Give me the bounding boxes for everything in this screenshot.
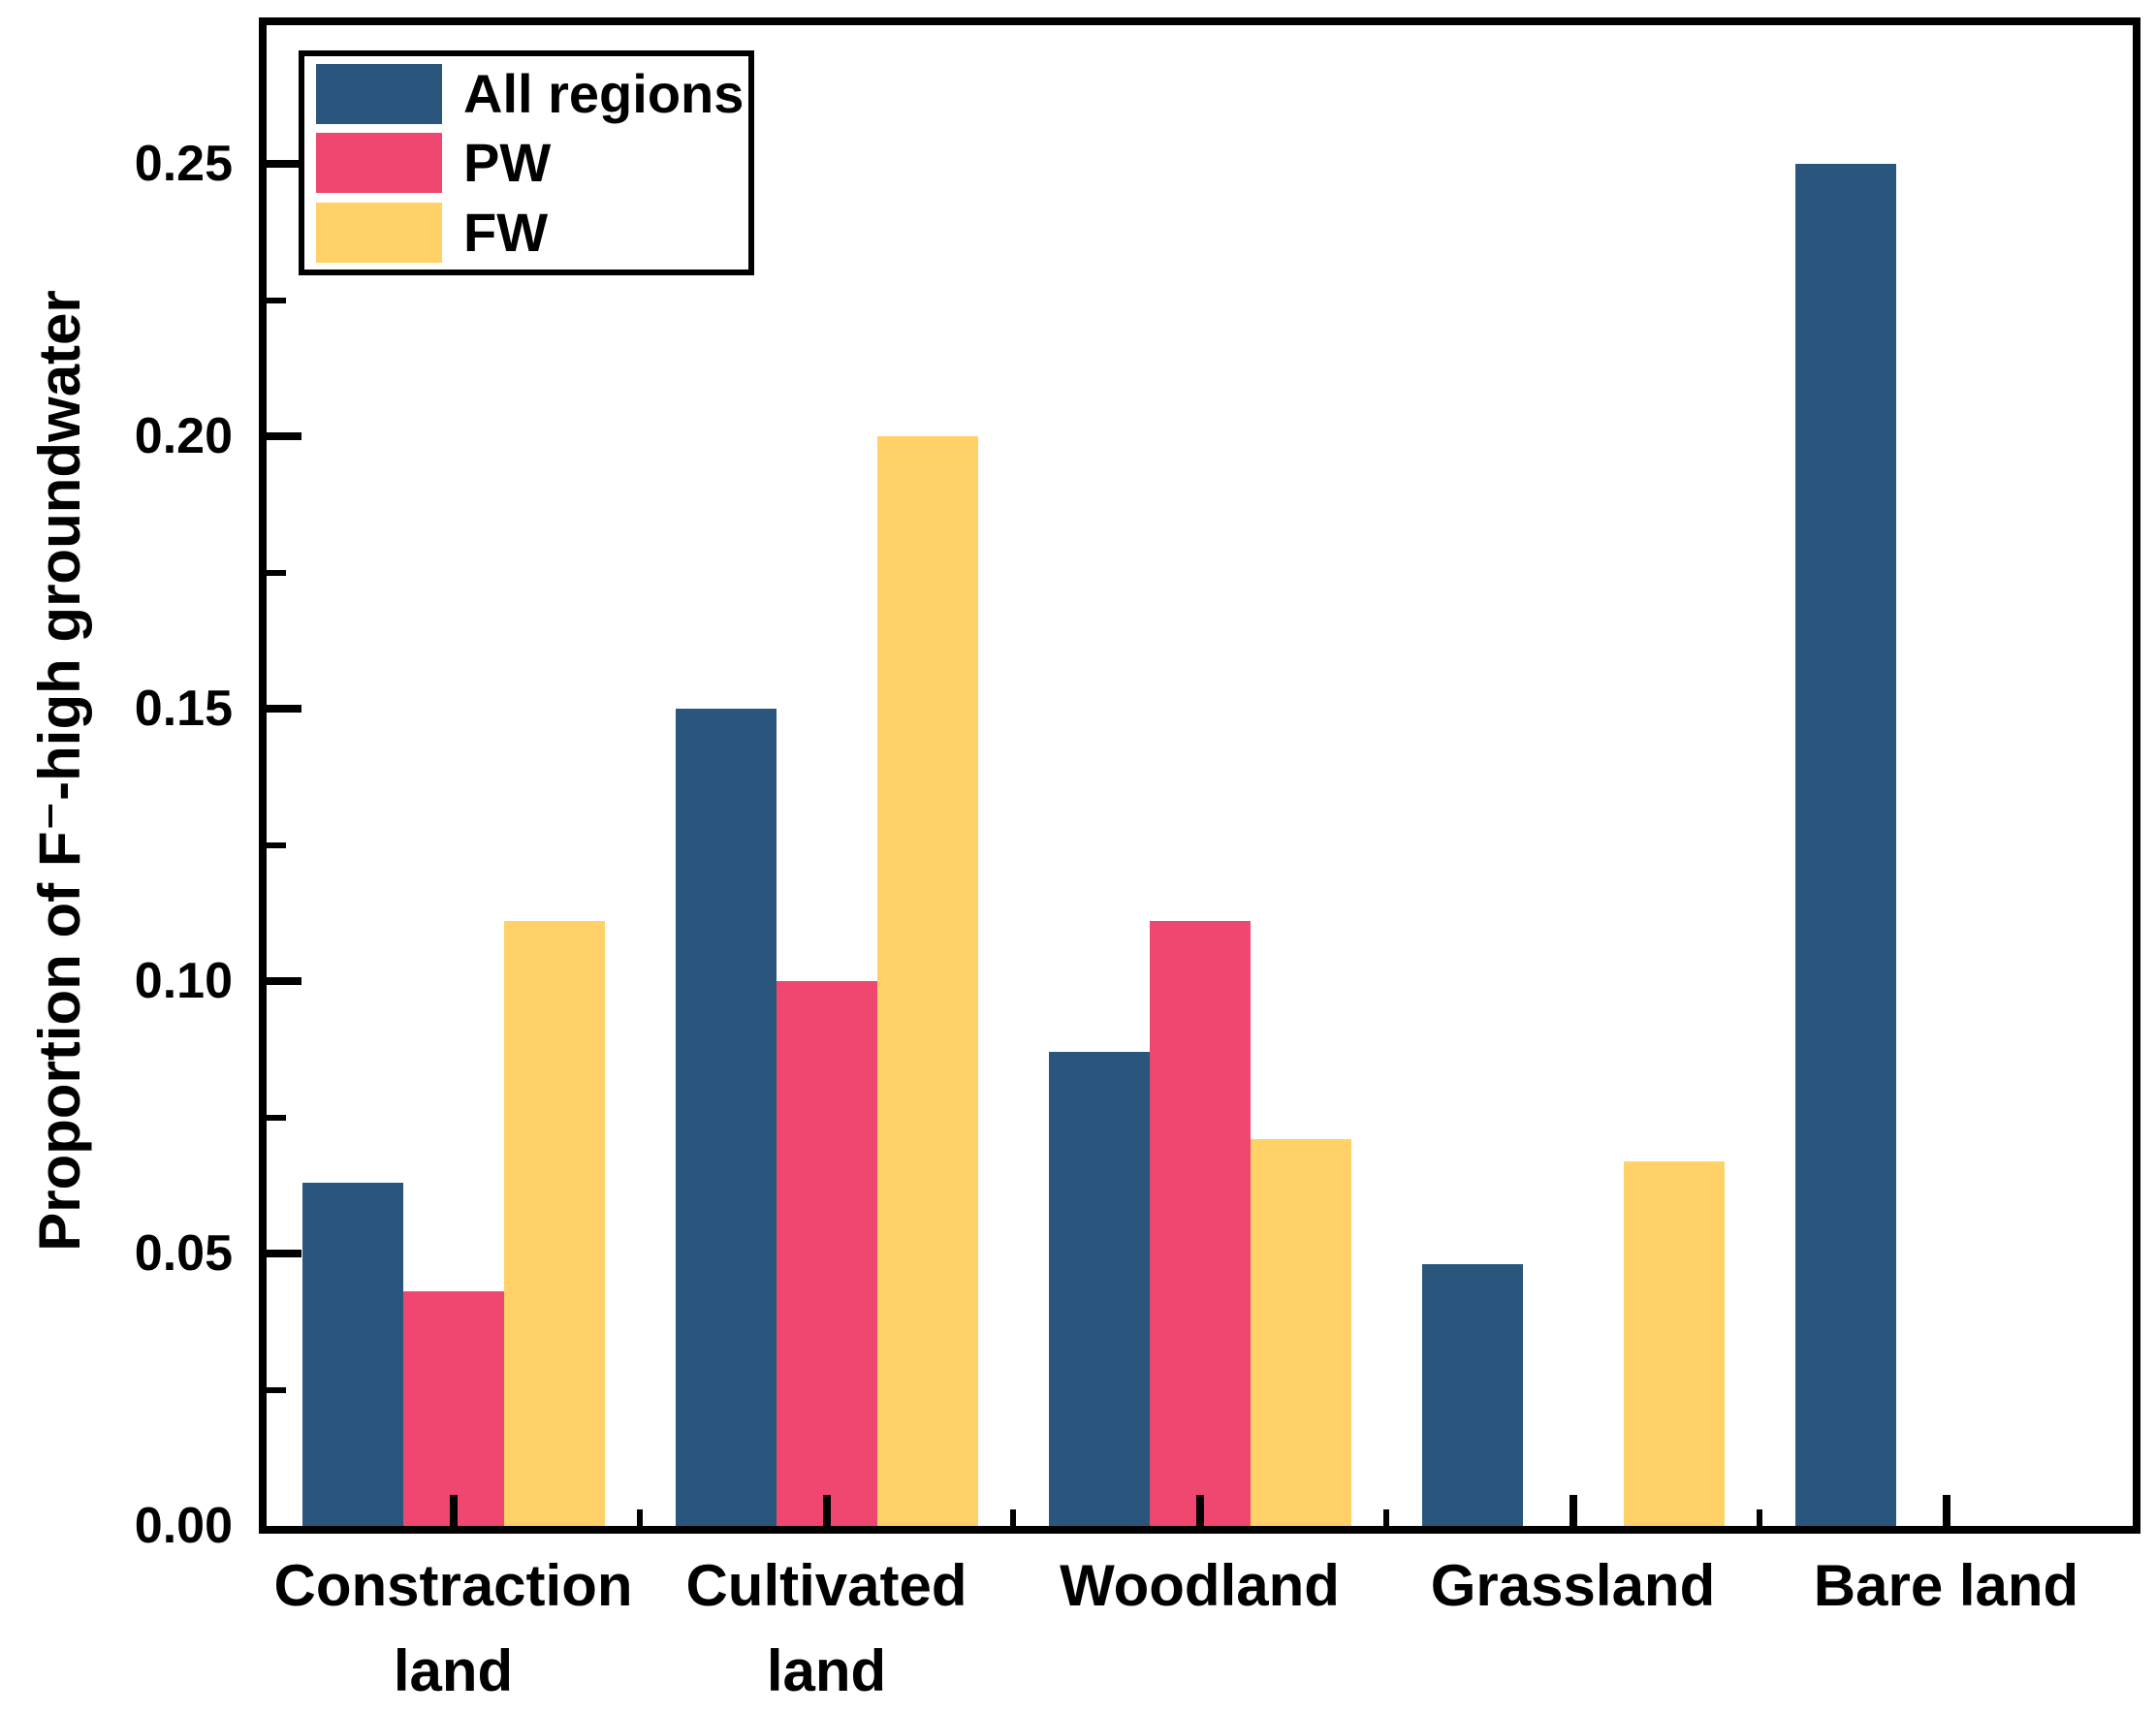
bar-fw-woodland (1250, 1139, 1351, 1526)
y-tick-label-0.10: 0.10 (134, 953, 233, 1010)
y-tick-label-0.05: 0.05 (134, 1225, 233, 1283)
legend-item-all-regions: All regions (304, 60, 748, 128)
y-major-tick (267, 1250, 301, 1258)
y-major-tick (267, 160, 301, 169)
bar-fw-cultivated-land (876, 436, 978, 1526)
y-minor-tick (267, 841, 286, 848)
x-major-tick (1942, 1495, 1950, 1526)
bar-pw-constraction-land (402, 1291, 504, 1526)
legend-item-pw: PW (304, 129, 748, 197)
y-tick-label-0.00: 0.00 (134, 1498, 233, 1554)
x-major-tick (449, 1495, 458, 1526)
x-major-tick (1569, 1495, 1577, 1526)
y-tick-label-0.25: 0.25 (134, 136, 233, 193)
bar-pw-cultivated-land (776, 981, 877, 1526)
x-minor-tick (637, 1509, 643, 1526)
legend-label-pw: PW (463, 132, 552, 193)
bar-pw-woodland (1149, 921, 1251, 1526)
bar-all-regions-constraction-land (301, 1183, 403, 1526)
legend-item-fw: FW (304, 199, 748, 267)
y-minor-tick (267, 1114, 286, 1121)
x-minor-tick (1010, 1509, 1016, 1526)
x-major-tick (822, 1495, 831, 1526)
x-category-label-woodland: Woodland (1060, 1553, 1340, 1618)
plot-area: All regions PW FW (259, 17, 2140, 1534)
y-major-tick (267, 977, 301, 986)
legend-swatch-pw (316, 133, 442, 193)
y-tick-label-0.20: 0.20 (134, 408, 233, 465)
y-tick-label-0.15: 0.15 (134, 681, 233, 738)
bars-layer (267, 25, 2133, 1526)
x-minor-tick (1383, 1509, 1389, 1526)
x-category-label-constraction-land: Constraction land (273, 1553, 633, 1703)
x-category-label-cultivated-land: Cultivated land (685, 1553, 967, 1703)
bar-fw-grassland (1623, 1160, 1725, 1526)
x-category-label-grassland: Grassland (1430, 1553, 1716, 1618)
bar-fw-constraction-land (503, 921, 605, 1526)
bar-all-regions-bare-land (1794, 164, 1896, 1526)
bar-all-regions-cultivated-land (675, 709, 777, 1526)
legend-label-fw: FW (463, 201, 549, 263)
legend-label-all-regions: All regions (463, 62, 745, 124)
x-minor-tick (1757, 1509, 1762, 1526)
x-category-label-bare-land: Bare land (1813, 1553, 2079, 1618)
y-major-tick (267, 705, 301, 714)
legend-swatch-all-regions (316, 63, 442, 124)
bar-all-regions-grassland (1421, 1264, 1523, 1526)
y-minor-tick (267, 1386, 286, 1393)
y-minor-tick (267, 297, 286, 303)
ticks-layer (267, 25, 2133, 1526)
x-major-tick (1195, 1495, 1204, 1526)
legend-swatch-fw (316, 202, 442, 263)
bar-all-regions-woodland (1048, 1052, 1150, 1526)
y-minor-tick (267, 569, 286, 576)
legend: All regions PW FW (299, 50, 754, 275)
y-major-tick (267, 432, 301, 441)
